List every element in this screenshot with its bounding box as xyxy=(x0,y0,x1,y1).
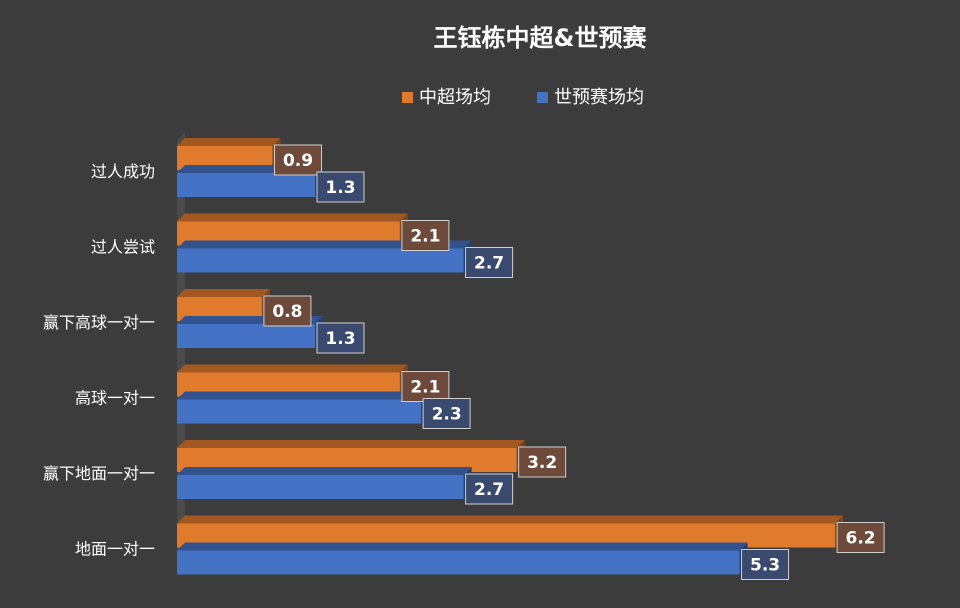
data-labels: 0.9 1.3 2.1 2.7 0.8 1.3 2.1 2.3 3.2 2.7 6.2 5.3 xyxy=(263,144,885,580)
bar xyxy=(177,324,315,348)
bar-top xyxy=(177,240,472,249)
data-label: 1.3 xyxy=(325,178,355,198)
bar-top xyxy=(177,391,430,400)
category-label: 过人成功 xyxy=(91,162,155,181)
category-label: 赢下高球一对一 xyxy=(43,313,155,332)
data-label-box xyxy=(465,473,514,505)
data-label-box xyxy=(274,144,323,176)
data-label: 2.3 xyxy=(432,405,462,425)
legend-swatch xyxy=(402,92,413,103)
bar-top xyxy=(177,467,472,475)
bar-top xyxy=(177,515,844,524)
data-label: 2.7 xyxy=(474,254,504,274)
bar xyxy=(177,399,422,424)
bar xyxy=(177,248,464,273)
data-label-box xyxy=(316,322,365,354)
bar-top xyxy=(177,213,408,222)
legend-swatch xyxy=(537,92,548,103)
bar-top xyxy=(177,440,525,448)
category-label: 过人尝试 xyxy=(91,238,155,257)
category-label: 赢下地面一对一 xyxy=(43,464,155,483)
chart-title: 王钰栋中超&世预赛 xyxy=(434,24,648,52)
bar xyxy=(177,475,464,499)
data-label-box xyxy=(401,220,450,251)
data-label-box xyxy=(422,398,471,429)
data-label: 5.3 xyxy=(750,556,780,576)
legend-label: 中超场均 xyxy=(419,87,491,108)
data-label: 2.1 xyxy=(410,227,440,247)
data-label-box xyxy=(263,295,312,327)
bar-top xyxy=(177,289,270,297)
data-label-box xyxy=(316,171,365,203)
bar xyxy=(177,173,315,197)
data-label: 3.2 xyxy=(527,453,557,473)
legend-label: 世预赛场均 xyxy=(554,87,644,108)
category-label: 高球一对一 xyxy=(75,389,155,408)
data-label-box xyxy=(836,522,885,553)
bar-top xyxy=(177,542,748,551)
data-label-box xyxy=(401,371,450,402)
data-label: 1.3 xyxy=(325,329,355,349)
axis-layer xyxy=(177,132,185,575)
category-label: 地面一对一 xyxy=(75,540,155,559)
data-label-box xyxy=(518,446,567,478)
data-label-box xyxy=(465,247,514,278)
axis-wall xyxy=(177,132,185,575)
legend: 中超场均 世预赛场均 xyxy=(402,87,644,108)
data-label: 0.9 xyxy=(283,151,313,171)
bars-layer xyxy=(177,138,844,575)
data-label: 0.8 xyxy=(272,302,302,322)
data-label: 2.1 xyxy=(410,378,440,398)
data-label: 2.7 xyxy=(474,480,504,500)
bar-top xyxy=(177,138,281,146)
data-label-box xyxy=(741,549,790,580)
bar-top xyxy=(177,364,408,373)
data-label: 6.2 xyxy=(846,529,876,549)
bar xyxy=(177,550,740,575)
